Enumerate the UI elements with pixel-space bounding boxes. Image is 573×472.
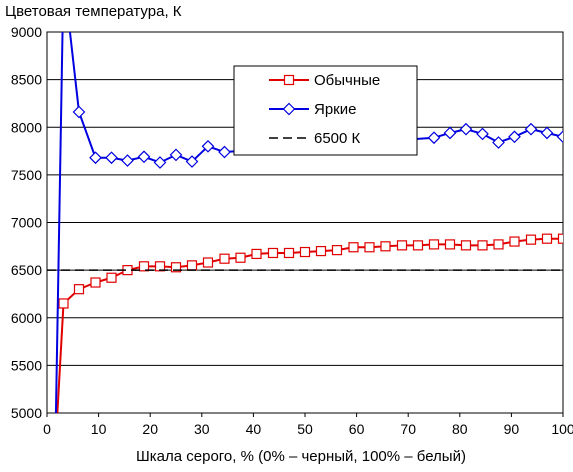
data-point — [380, 241, 391, 252]
x-tick-label: 70 — [400, 421, 416, 437]
data-point — [90, 277, 101, 288]
data-point — [283, 247, 295, 259]
data-point — [153, 156, 167, 169]
data-point — [219, 253, 230, 264]
y-tick-label: 6000 — [11, 310, 42, 326]
data-point — [331, 245, 343, 256]
data-point — [202, 257, 214, 268]
data-point — [267, 247, 279, 259]
data-point — [509, 236, 520, 247]
y-tick-label: 5000 — [11, 405, 42, 421]
data-point — [137, 150, 151, 164]
x-tick-label: 50 — [297, 421, 313, 437]
data-point — [476, 127, 489, 141]
data-point — [396, 240, 408, 251]
data-point — [477, 240, 488, 251]
legend-marker — [282, 102, 296, 116]
data-point — [315, 245, 327, 257]
x-tick-label: 40 — [246, 421, 262, 437]
data-point — [121, 154, 134, 167]
x-axis-title: Шкала серого, % (0% – черный, 100% – бел… — [136, 448, 466, 465]
data-point — [218, 145, 231, 159]
x-tick-label: 60 — [349, 421, 365, 437]
data-point — [364, 242, 375, 253]
x-tick-label: 30 — [194, 421, 210, 437]
legend-box — [233, 65, 418, 156]
data-point — [58, 298, 69, 309]
data-point — [508, 130, 521, 144]
data-point — [556, 130, 563, 144]
x-tick-label: 20 — [142, 421, 158, 437]
data-point — [525, 234, 537, 245]
data-point — [427, 131, 441, 145]
data-point — [170, 262, 182, 273]
data-point — [89, 151, 102, 165]
x-tick-label: 90 — [504, 421, 520, 437]
y-tick-label: 6500 — [11, 262, 42, 278]
data-point — [541, 233, 553, 244]
y-tick-label: 9000 — [11, 24, 42, 40]
data-point — [185, 155, 199, 168]
data-point — [428, 239, 440, 250]
series-line — [54, 32, 563, 413]
legend-label: Обычные — [314, 72, 380, 89]
data-point — [443, 126, 457, 140]
data-point — [235, 252, 246, 263]
legend-marker — [283, 74, 295, 86]
data-point — [105, 151, 118, 165]
data-point — [412, 240, 424, 251]
y-tick-label: 7500 — [11, 167, 42, 183]
data-point — [524, 122, 538, 136]
x-tick-label: 10 — [91, 421, 107, 437]
y-tick-label: 5500 — [11, 357, 42, 373]
legend-label: Яркие — [314, 101, 356, 118]
x-tick-label: 0 — [43, 421, 51, 437]
series-2 — [54, 32, 563, 413]
data-point — [73, 284, 85, 295]
y-axis-title: Цветовая температура, К — [5, 3, 182, 20]
data-point — [493, 239, 504, 250]
data-point — [540, 126, 554, 140]
data-point — [251, 248, 262, 260]
x-tick-label: 100 — [551, 421, 573, 437]
legend-label: 6500 К — [314, 130, 361, 147]
data-point — [106, 272, 117, 283]
data-point — [72, 105, 86, 119]
data-point — [459, 122, 473, 136]
y-tick-label: 8000 — [11, 119, 42, 135]
legend: Обычные Яркие 6500 К — [233, 65, 418, 156]
x-tick-label: 80 — [452, 421, 468, 437]
data-point — [299, 246, 311, 258]
y-tick-label: 8500 — [11, 72, 42, 88]
data-point — [444, 239, 456, 250]
data-point — [557, 233, 563, 244]
y-tick-label: 7000 — [11, 215, 42, 231]
series-1 — [56, 233, 563, 413]
data-point — [138, 261, 150, 272]
data-point — [348, 242, 359, 253]
data-point — [492, 136, 505, 149]
data-point — [169, 148, 183, 162]
data-point — [186, 260, 198, 271]
data-point — [201, 139, 215, 153]
data-point — [460, 240, 472, 251]
